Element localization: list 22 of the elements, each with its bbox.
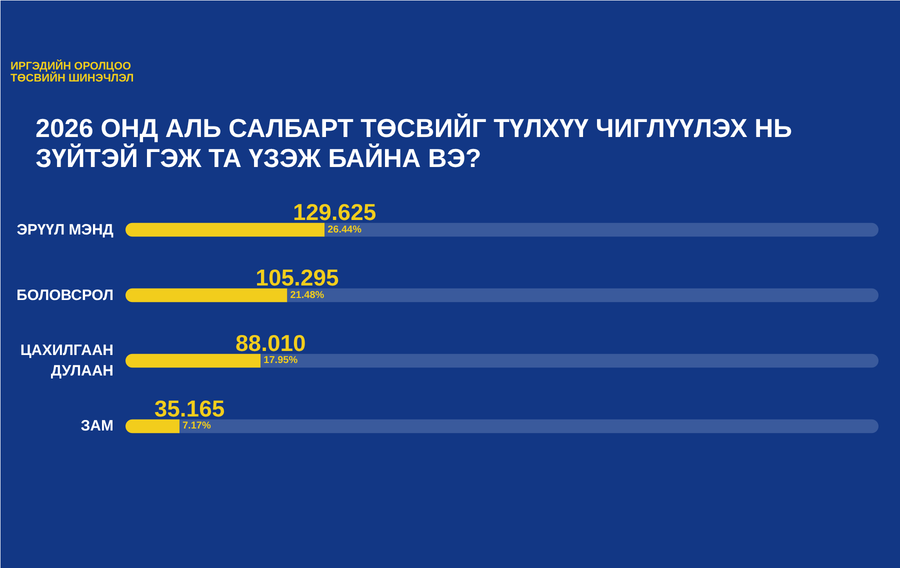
data-label: 17.95% bbox=[264, 355, 298, 366]
annotation: 35.165 bbox=[154, 395, 225, 422]
bar bbox=[126, 222, 325, 237]
y-tick-label: ЗАМ bbox=[80, 418, 114, 435]
y-tick-label: БОЛОВСРОЛ bbox=[16, 286, 114, 304]
bar bbox=[126, 354, 261, 368]
bar bbox=[287, 288, 878, 302]
bar bbox=[324, 222, 878, 237]
bar bbox=[179, 419, 878, 434]
annotation: 105.295 bbox=[256, 264, 340, 290]
chart-title: 2026 ОНД АЛЬ САЛБАРТ ТӨСВИЙГ ТҮЛХҮҮ ЧИГЛҮҮЛЭХ НЬ ЗҮЙТЭЙ ГЭЖ ТА ҮЗЭЖ БАЙНА ВЭ? bbox=[36, 113, 792, 173]
bar bbox=[126, 419, 180, 434]
y-tick-label: ЦАХИЛГААН ДУЛААН bbox=[20, 342, 114, 380]
bar bbox=[260, 354, 878, 368]
bar bbox=[126, 288, 288, 302]
annotation: 88.010 bbox=[235, 330, 306, 356]
annotation: 129.625 bbox=[293, 198, 376, 225]
y-tick-label: ЭРҮҮЛ МЭНД bbox=[16, 221, 114, 238]
chart-subtitle: ИРГЭДИЙН ОРОЛЦОО ТӨСВИЙН ШИНЭЧЛЭЛ bbox=[10, 60, 134, 84]
data-label: 21.48% bbox=[290, 290, 324, 301]
data-label: 7.17% bbox=[182, 420, 211, 432]
data-label: 26.44% bbox=[328, 224, 362, 236]
